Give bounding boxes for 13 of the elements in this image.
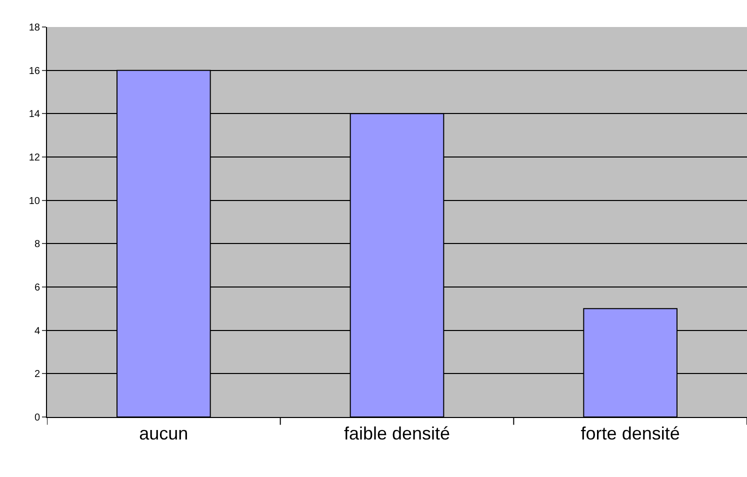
y-tick-label: 14	[28, 109, 40, 120]
x-tick-label: faible densité	[344, 424, 450, 444]
x-tick-label: aucun	[139, 424, 188, 444]
y-tick-label: 6	[34, 282, 40, 294]
y-tick-label: 4	[34, 326, 40, 337]
x-tick-label: forte densité	[580, 424, 680, 444]
y-tick-label: 8	[34, 239, 40, 250]
y-tick-label: 18	[28, 22, 40, 34]
y-tick-label: 10	[28, 196, 40, 207]
y-tick-label: 16	[28, 66, 40, 77]
y-tick-label: 12	[28, 152, 40, 164]
y-tick-label: 0	[34, 412, 40, 424]
y-tick-label: 2	[34, 369, 40, 380]
